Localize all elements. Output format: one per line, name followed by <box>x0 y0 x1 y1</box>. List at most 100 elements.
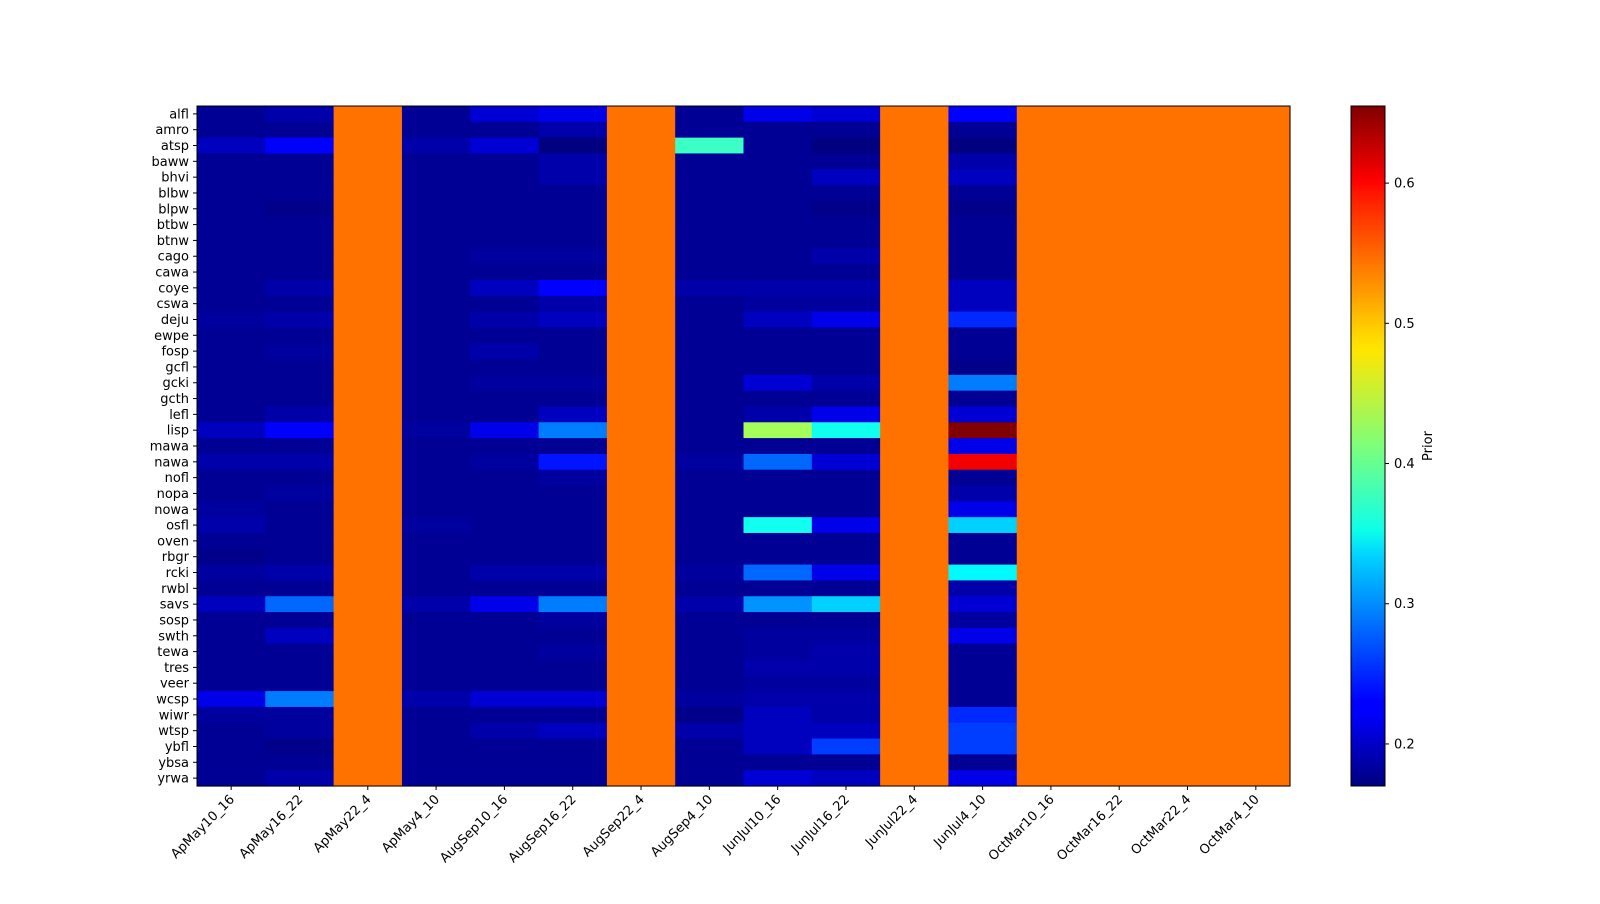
heatmap-cell-btbw-JunJul22_4 <box>880 216 950 234</box>
heatmap-cell-blpw-AugSep22_4 <box>606 200 676 218</box>
heatmap-cell-nofl-AugSep16_22 <box>538 469 608 487</box>
heatmap-cell-ewpe-OctMar4_10 <box>1221 327 1291 344</box>
heatmap-cell-gcfl-JunJul4_10 <box>948 359 1018 376</box>
heatmap-cell-rbgr-AugSep10_16 <box>470 548 540 566</box>
heatmap-cell-tewa-AugSep16_22 <box>538 643 608 661</box>
heatmap-cell-ybsa-ApMay4_10 <box>401 754 471 771</box>
heatmap-cell-veer-AugSep16_22 <box>538 675 608 692</box>
heatmap-cell-lisp-AugSep4_10 <box>675 422 745 439</box>
heatmap-cell-nowa-ApMay16_22 <box>265 501 335 518</box>
heatmap-cell-btbw-AugSep4_10 <box>675 216 745 234</box>
heatmap-cell-btnw-ApMay16_22 <box>265 232 335 249</box>
heatmap-cell-rwbl-OctMar10_16 <box>1016 580 1086 597</box>
heatmap-cell-wiwr-ApMay16_22 <box>265 706 335 724</box>
heatmap-cell-ybfl-OctMar22_4 <box>1153 738 1223 755</box>
x-tick-label: AugSep10_16 <box>437 792 511 866</box>
heatmap-cell-nowa-JunJul22_4 <box>880 501 950 518</box>
heatmap-cell-tewa-AugSep4_10 <box>675 643 745 661</box>
heatmap-cell-blbw-AugSep10_16 <box>470 185 540 202</box>
heatmap-cell-gcki-AugSep16_22 <box>538 374 608 392</box>
x-tick-label: OctMar4_10 <box>1197 792 1263 858</box>
heatmap-cell-mawa-JunJul4_10 <box>948 438 1018 455</box>
heatmap-cell-amro-AugSep22_4 <box>606 121 676 139</box>
heatmap-cell-savs-OctMar4_10 <box>1221 596 1291 613</box>
heatmap-cell-rwbl-ApMay22_4 <box>333 580 403 597</box>
heatmap-cell-oven-JunJul4_10 <box>948 532 1018 550</box>
y-tick-label: amro <box>155 123 189 138</box>
heatmap-cell-cawa-ApMay22_4 <box>333 264 403 281</box>
heatmap-cell-deju-ApMay4_10 <box>401 311 471 328</box>
heatmap-cell-rwbl-JunJul10_16 <box>743 580 813 597</box>
y-tick-label: gcth <box>160 392 189 407</box>
heatmap-cell-yrwa-JunJul4_10 <box>948 770 1018 787</box>
heatmap-cell-gcth-JunJul22_4 <box>880 390 950 408</box>
heatmap-cell-oven-OctMar4_10 <box>1221 532 1291 550</box>
heatmap-cell-btnw-AugSep10_16 <box>470 232 540 249</box>
heatmap-cell-cawa-JunJul16_22 <box>811 264 881 281</box>
heatmap-cell-yrwa-OctMar10_16 <box>1016 770 1086 787</box>
heatmap-cell-gcth-AugSep16_22 <box>538 390 608 408</box>
heatmap-cell-nofl-OctMar16_22 <box>1085 469 1154 487</box>
heatmap-cell-wtsp-OctMar22_4 <box>1153 722 1223 740</box>
heatmap-cell-btnw-JunJul4_10 <box>948 232 1018 249</box>
heatmap-cell-swth-OctMar16_22 <box>1085 627 1154 645</box>
heatmap-cell-coye-AugSep10_16 <box>470 279 540 297</box>
heatmap-cell-lefl-OctMar22_4 <box>1153 406 1223 423</box>
y-tick-label: wtsp <box>158 724 189 739</box>
heatmap-cell-blbw-AugSep4_10 <box>675 185 745 202</box>
heatmap-cell-ybfl-ApMay10_16 <box>197 738 266 755</box>
heatmap-cell-btnw-OctMar4_10 <box>1221 232 1291 249</box>
heatmap-cell-fosp-ApMay22_4 <box>333 343 403 360</box>
heatmap-cell-btbw-ApMay16_22 <box>265 216 335 234</box>
heatmap-cell-baww-OctMar4_10 <box>1221 153 1291 170</box>
heatmap-cell-tres-ApMay22_4 <box>333 659 403 676</box>
heatmap-cell-alfl-ApMay4_10 <box>401 106 471 123</box>
heatmap-cell-deju-JunJul22_4 <box>880 311 950 328</box>
heatmap-cell-rbgr-ApMay10_16 <box>197 548 266 566</box>
heatmap-cell-nowa-AugSep4_10 <box>675 501 745 518</box>
heatmap-cell-veer-JunJul10_16 <box>743 675 813 692</box>
heatmap-cell-btbw-JunJul4_10 <box>948 216 1018 234</box>
x-tick-label: JunJul16_22 <box>788 792 853 857</box>
heatmap-cell-lefl-OctMar16_22 <box>1085 406 1154 423</box>
heatmap-cell-ewpe-OctMar22_4 <box>1153 327 1223 344</box>
heatmap-cell-alfl-AugSep10_16 <box>470 106 540 123</box>
heatmap-cell-cswa-JunJul4_10 <box>948 295 1018 313</box>
heatmap-cell-gcfl-OctMar22_4 <box>1153 359 1223 376</box>
heatmap-cell-nawa-ApMay16_22 <box>265 453 335 471</box>
heatmap-cell-mawa-AugSep16_22 <box>538 438 608 455</box>
heatmap-cell-wcsp-AugSep4_10 <box>675 691 745 708</box>
heatmap-cell-wiwr-ApMay22_4 <box>333 706 403 724</box>
heatmap-cell-alfl-JunJul10_16 <box>743 106 813 123</box>
heatmap-cell-oven-OctMar22_4 <box>1153 532 1223 550</box>
heatmap-cell-rcki-ApMay16_22 <box>265 564 335 582</box>
heatmap-cell-bhvi-AugSep10_16 <box>470 169 540 186</box>
heatmap-cell-btbw-JunJul10_16 <box>743 216 813 234</box>
heatmap-cell-btbw-ApMay10_16 <box>197 216 266 234</box>
heatmap-cell-gcki-ApMay16_22 <box>265 374 335 392</box>
heatmap-cell-tres-AugSep10_16 <box>470 659 540 676</box>
heatmap-cell-ewpe-JunJul16_22 <box>811 327 881 344</box>
heatmap-cell-nawa-ApMay4_10 <box>401 453 471 471</box>
heatmap-cell-wcsp-ApMay22_4 <box>333 691 403 708</box>
heatmap-cell-sosp-JunJul4_10 <box>948 612 1018 629</box>
heatmap-cell-rcki-AugSep22_4 <box>606 564 676 582</box>
heatmap-cell-gcki-AugSep10_16 <box>470 374 540 392</box>
heatmap-cell-tewa-OctMar4_10 <box>1221 643 1291 661</box>
heatmap-cell-wcsp-AugSep16_22 <box>538 691 608 708</box>
heatmap-cell-cago-ApMay16_22 <box>265 248 335 265</box>
heatmap-cell-blpw-ApMay22_4 <box>333 200 403 218</box>
heatmap-cell-cago-AugSep10_16 <box>470 248 540 265</box>
heatmap-cell-btbw-JunJul16_22 <box>811 216 881 234</box>
heatmap-cell-oven-AugSep10_16 <box>470 532 540 550</box>
heatmap-cell-wcsp-ApMay10_16 <box>197 691 266 708</box>
x-tick-label: JunJul4_10 <box>931 792 990 851</box>
heatmap-cell-swth-AugSep10_16 <box>470 627 540 645</box>
heatmap-cell-swth-AugSep22_4 <box>606 627 676 645</box>
heatmap-cell-wcsp-OctMar4_10 <box>1221 691 1291 708</box>
heatmap-cell-atsp-AugSep16_22 <box>538 137 608 155</box>
heatmap-cell-ybsa-AugSep10_16 <box>470 754 540 771</box>
heatmap-cell-baww-AugSep10_16 <box>470 153 540 170</box>
heatmap-cell-cswa-OctMar16_22 <box>1085 295 1154 313</box>
heatmap-cell-wcsp-OctMar16_22 <box>1085 691 1154 708</box>
